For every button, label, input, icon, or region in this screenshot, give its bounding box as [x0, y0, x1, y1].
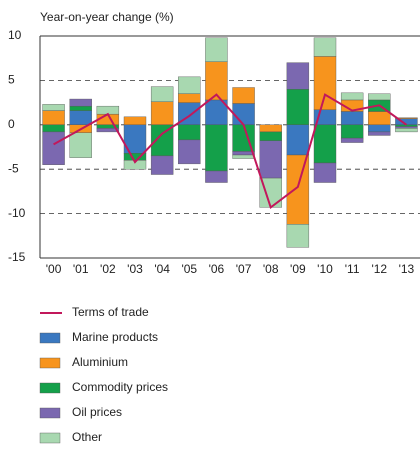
x-tick-label: '05: [181, 262, 197, 276]
bar-segment: [395, 126, 418, 129]
bar-segment: [395, 124, 418, 127]
bar-segment: [313, 56, 337, 110]
x-tick-label: '03: [127, 262, 143, 276]
bar-segment: [232, 87, 255, 104]
bar-segment: [96, 128, 120, 133]
bar-segment: [286, 89, 310, 125]
legend-label: Terms of trade: [72, 305, 149, 319]
legend-label: Oil prices: [72, 405, 122, 419]
bar-segment: [96, 105, 120, 115]
bar-segment: [42, 124, 65, 133]
bar-segment: [368, 131, 391, 136]
bar-segment: [42, 110, 65, 126]
legend-label: Aluminium: [72, 355, 128, 369]
bar-segment: [259, 131, 282, 141]
x-tick-label: '02: [100, 262, 116, 276]
y-tick-label: 5: [8, 73, 15, 87]
bar-segment: [340, 111, 364, 126]
y-tick-label: 0: [8, 117, 15, 131]
x-tick-label: '07: [236, 262, 252, 276]
bar-segment: [232, 151, 255, 156]
x-tick-label: '10: [317, 262, 333, 276]
bar-segment: [69, 110, 92, 126]
bar-segment: [178, 139, 201, 165]
bar-segment: [286, 154, 310, 225]
x-tick-label: '04: [154, 262, 170, 276]
x-tick-label: '13: [399, 262, 415, 276]
bar-segment: [286, 62, 310, 90]
bar-segment: [286, 124, 310, 156]
bar-segment: [178, 76, 201, 94]
legend-label: Commodity prices: [72, 380, 168, 394]
bar-segment: [205, 124, 228, 172]
bar-segment: [368, 124, 391, 133]
x-tick-label: '11: [345, 262, 360, 276]
bar-segment: [259, 140, 282, 179]
bar-segment: [232, 103, 255, 125]
legend-swatch: [39, 357, 61, 369]
legend-swatch: [39, 382, 61, 394]
bar-segment: [368, 93, 391, 101]
bar-segment: [69, 105, 92, 111]
bar-segment: [42, 104, 65, 111]
legend-label: Other: [72, 430, 102, 444]
bar-segment: [69, 132, 92, 158]
legend-swatch: [39, 432, 61, 444]
x-tick-label: '09: [290, 262, 306, 276]
bar-segment: [395, 128, 418, 133]
x-tick-label: '01: [73, 262, 89, 276]
bar-segment: [205, 37, 228, 62]
bar-segment: [42, 131, 65, 165]
bar-segment: [150, 86, 174, 102]
bar-segment: [259, 124, 282, 133]
bar-segment: [340, 92, 364, 101]
bar-segment: [286, 224, 310, 248]
bar-segment: [69, 98, 92, 107]
bar-segment: [368, 111, 391, 126]
y-tick-label: -5: [8, 161, 19, 175]
bar-segment: [313, 124, 337, 164]
bar-segment: [340, 137, 364, 143]
bar-segment: [150, 101, 174, 125]
bar-segment: [395, 117, 418, 119]
y-axis-label: Year-on-year change (%): [40, 10, 174, 24]
legend-swatch: [39, 407, 61, 419]
legend-swatch: [39, 332, 61, 344]
bar-segment: [178, 93, 201, 103]
x-tick-label: '00: [46, 262, 62, 276]
bar-segment: [150, 155, 174, 175]
legend-label: Marine products: [72, 330, 158, 344]
bar-segment: [205, 170, 228, 183]
bar-segment: [313, 37, 337, 57]
line: [53, 93, 408, 210]
bar-segment: [313, 162, 337, 183]
x-tick-label: '08: [263, 262, 279, 276]
y-tick-label: 10: [8, 28, 22, 42]
bar-segment: [340, 124, 364, 139]
bar-segment: [232, 154, 255, 159]
x-tick-label: '06: [209, 262, 225, 276]
x-tick-label: '12: [371, 262, 387, 276]
bar-segment: [178, 124, 201, 141]
y-tick-label: -10: [8, 206, 26, 220]
y-tick-label: -15: [8, 250, 26, 264]
bar-segment: [123, 116, 147, 125]
